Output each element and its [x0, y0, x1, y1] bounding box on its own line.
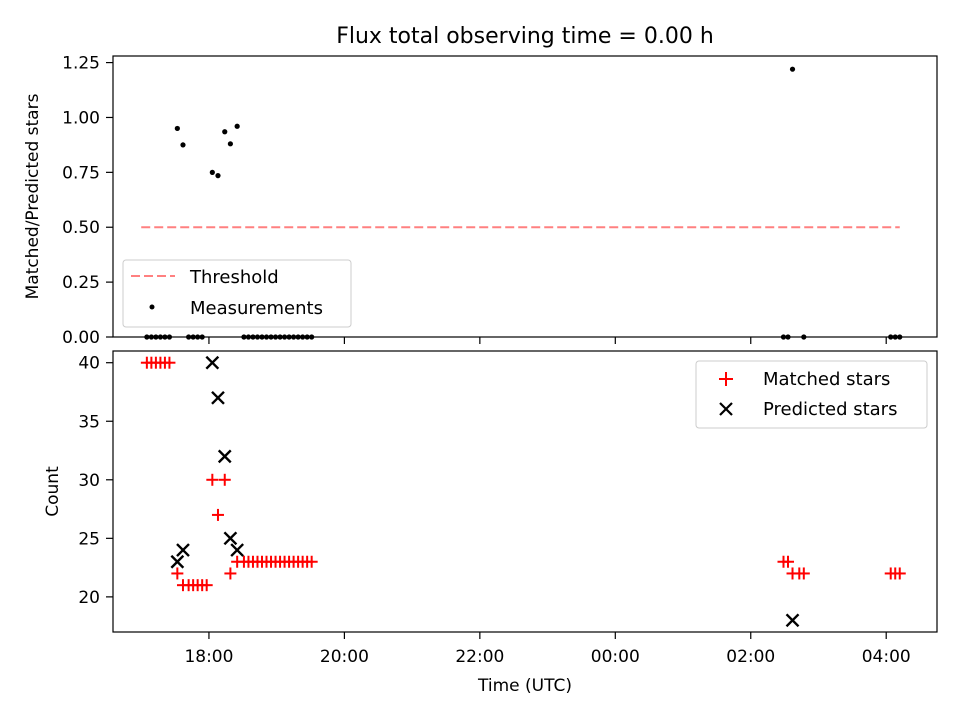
matched-star-point [206, 473, 219, 486]
measurement-point [222, 129, 228, 135]
legend-threshold-label: Threshold [189, 267, 279, 288]
top-y-tick-label: 0.75 [62, 163, 100, 183]
bottom-y-tick-label: 30 [78, 471, 100, 491]
top-axis-ticks: 0.00 0.25 0.50 0.75 1.00 1.25 [62, 54, 887, 348]
measurement-point [209, 169, 215, 175]
measurement-point [789, 66, 796, 72]
bottom-panel: 20 25 30 35 40 18:00 20:00 22:00 00:00 02:00 04:00… [43, 350, 938, 696]
x-tick-label: 02:00 [726, 647, 775, 667]
measurement-point [180, 142, 186, 148]
top-legend-box [122, 259, 352, 328]
chart-title: Flux total observing time = 0.00 h [336, 24, 714, 49]
predicted-star-point [170, 554, 185, 569]
legend-matched-swatch [719, 372, 733, 386]
top-plot-frame [112, 55, 938, 338]
count-points [140, 355, 906, 628]
x-tick-label: 20:00 [320, 647, 369, 667]
legend-matched-label: Matched stars [763, 369, 890, 390]
matched-star-point [305, 555, 318, 568]
x-tick-label: 04:00 [862, 647, 911, 667]
matched-star-point [893, 567, 906, 580]
predicted-star-point [230, 543, 245, 557]
measurement-point [174, 125, 180, 132]
top-legend: Threshold Measurements [122, 259, 352, 328]
matched-star-point [782, 555, 795, 568]
legend-measurements-swatch [149, 304, 155, 310]
bottom-y-axis-label: Count [43, 466, 63, 517]
measurement-point [234, 123, 240, 129]
legend-predicted-label: Predicted stars [763, 399, 897, 420]
bottom-legend-box [695, 360, 928, 429]
matched-star-point [163, 356, 176, 369]
matched-star-point [224, 567, 237, 580]
x-tick-label: 22:00 [455, 647, 504, 667]
predicted-star-point [211, 390, 225, 405]
top-panel: 0.00 0.25 0.50 0.75 1.00 1.25 Matched/Predict… [23, 54, 938, 348]
measurement-point [215, 173, 221, 179]
legend-measurements-label: Measurements [190, 298, 323, 319]
top-y-axis-label: Matched/Predicted stars [23, 93, 43, 299]
predicted-star-point [176, 543, 190, 557]
matched-star-point [171, 567, 184, 580]
x-tick-label: 00:00 [591, 647, 640, 667]
matched-star-point [211, 508, 224, 521]
predicted-star-point [217, 449, 232, 464]
matched-star-point [218, 473, 231, 486]
bottom-plot-frame [112, 350, 938, 633]
bottom-axis-ticks: 20 25 30 35 40 18:00 20:00 22:00 00:00 02:00 04:00 [78, 354, 910, 667]
x-tick-label: 18:00 [184, 647, 233, 667]
bottom-legend: Matched stars Predicted stars [695, 360, 928, 429]
bottom-y-tick-label: 25 [78, 529, 100, 549]
predicted-star-point [205, 355, 220, 370]
measurement-point [227, 141, 233, 147]
predicted-star-point [223, 531, 238, 546]
top-y-tick-label: 0.00 [62, 328, 100, 348]
top-y-tick-label: 1.25 [62, 54, 100, 74]
bottom-y-tick-label: 35 [78, 412, 100, 432]
top-y-tick-label: 0.50 [62, 218, 100, 238]
bottom-y-tick-label: 20 [78, 588, 100, 608]
top-y-tick-label: 1.00 [62, 108, 100, 128]
matched-star-point [200, 579, 213, 592]
x-axis-label: Time (UTC) [477, 676, 572, 696]
predicted-star-point [785, 613, 800, 628]
legend-predicted-swatch [719, 402, 733, 416]
top-y-tick-label: 0.25 [62, 273, 100, 293]
bottom-y-tick-label: 40 [78, 354, 100, 374]
matched-star-point [797, 567, 810, 580]
